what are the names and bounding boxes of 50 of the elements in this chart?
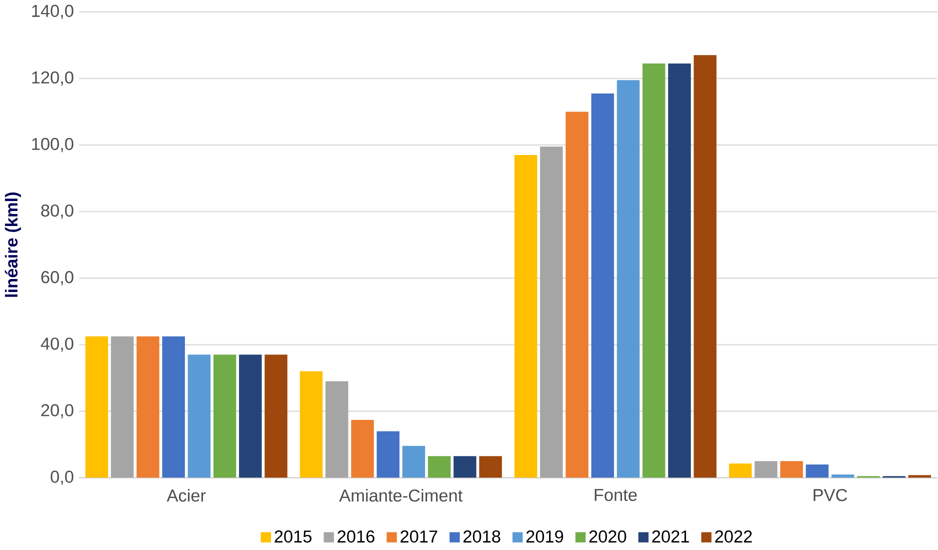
legend-label: 2021 [652,530,689,542]
bar [213,354,236,478]
legend-label: 2016 [338,530,374,542]
legend-label: 2015 [274,530,312,542]
legend-label: 2017 [400,530,438,542]
bar [325,381,348,478]
bar [728,463,752,478]
bar [264,354,288,478]
bar [754,460,778,478]
x-tick-label: Acier [166,488,206,502]
bar [668,63,691,478]
bar [376,431,400,478]
bar [694,54,716,478]
y-tick-label: 0,0 [50,470,74,485]
bar [591,93,614,478]
bar [780,460,803,478]
bar [454,456,476,478]
y-tick-label: 100,0 [32,138,74,152]
y-axis-title: linéaire (kml) [4,192,22,297]
bar [566,112,588,478]
bar [239,354,262,478]
bar [85,336,108,478]
bar [428,456,451,478]
y-tick-label: 60,0 [41,270,74,286]
bar [110,336,134,478]
y-tick-label: 20,0 [41,404,74,418]
legend-label: 2019 [526,530,564,542]
x-tick-label: Amiante-Ciment [339,488,463,502]
bar [642,63,666,478]
bar [616,80,640,478]
y-tick-label: 40,0 [40,337,74,352]
y-tick-label: 120,0 [32,71,74,86]
bar [351,420,374,478]
legend-label: 2018 [464,530,500,542]
legend-label: 2022 [715,530,752,542]
bar [136,336,160,478]
x-tick-label: Fonte [594,488,637,501]
bar [806,464,829,478]
bar [514,154,538,478]
y-tick-label: 140,0 [32,4,74,19]
y-tick-label: 80,0 [41,204,74,219]
bar [300,371,323,478]
bar [479,456,502,478]
bar [402,446,426,478]
x-tick-label: PVC [814,488,848,502]
bar [188,354,211,478]
legend-label: 2020 [589,530,626,542]
bar [540,146,563,478]
bar [908,474,932,478]
bar [162,336,185,478]
